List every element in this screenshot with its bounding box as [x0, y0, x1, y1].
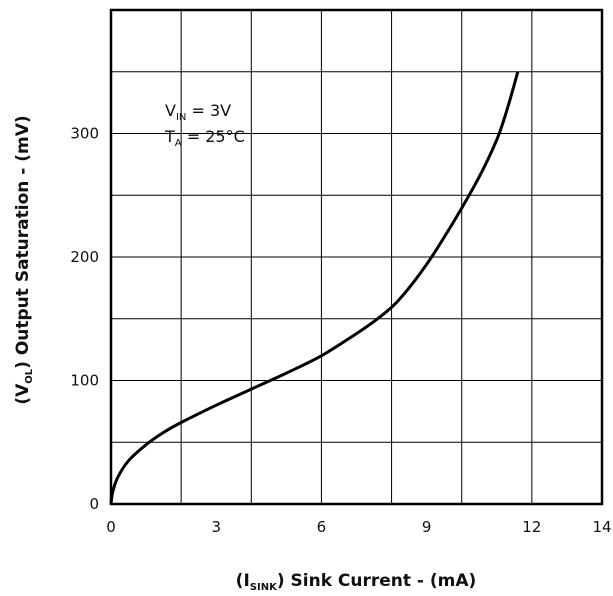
x-tick-label: 3 [211, 518, 221, 536]
y-axis-title: (VOL) Output Saturation - (mV) [13, 115, 35, 404]
annotation-ta: TA = 25°C [164, 127, 245, 149]
x-tick-label: 12 [522, 518, 541, 536]
grid-lines [111, 10, 602, 504]
x-axis-title: (ISINK) Sink Current - (mA) [236, 571, 477, 593]
x-tick-label: 6 [317, 518, 327, 536]
series-line [109, 71, 520, 505]
plot-frame [109, 8, 604, 506]
annotation-vin: VIN = 3V [165, 101, 231, 123]
x-tick-label: 0 [106, 518, 116, 536]
y-tick-label: 100 [70, 372, 99, 390]
x-tick-label: 14 [592, 518, 611, 536]
y-tick-label: 200 [70, 248, 99, 266]
y-tick-label: 0 [89, 495, 99, 513]
x-tick-labels: 0 3 6 9 12 14 [106, 518, 611, 536]
y-tick-label: 300 [70, 125, 99, 143]
y-tick-labels: 0 100 200 300 [70, 125, 99, 514]
x-tick-label: 9 [422, 518, 432, 536]
